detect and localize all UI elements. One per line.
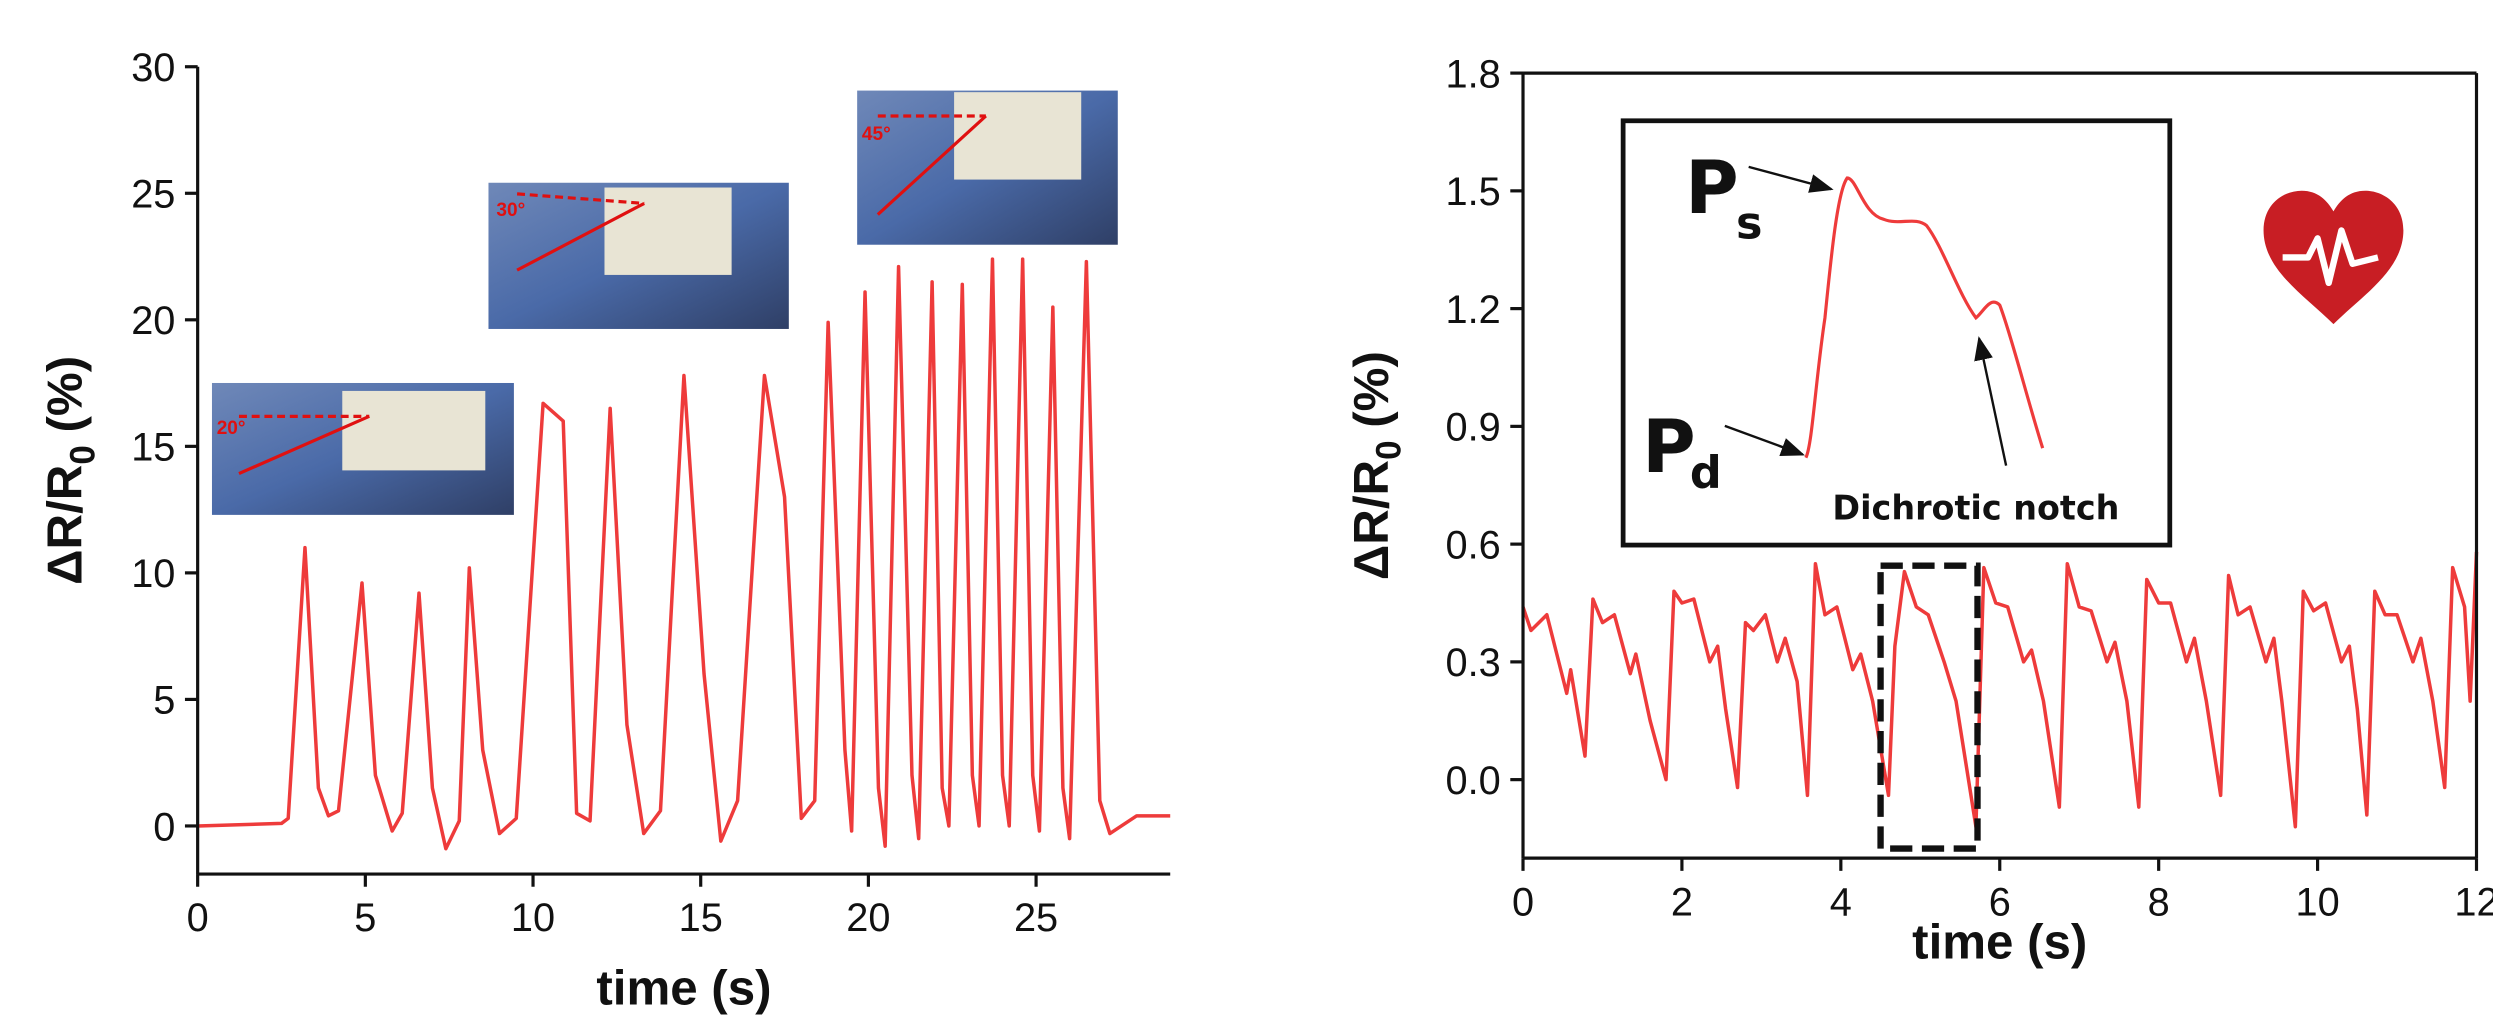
x-tick-label: 10 (2295, 880, 2339, 924)
annotation: d (1690, 448, 1722, 499)
x-tick-label: 2 (1671, 880, 1693, 924)
angle-line (516, 202, 645, 272)
y-tick-label: 15 (131, 426, 175, 470)
y-tick-label: 0.0 (1446, 759, 1501, 803)
annotation: P (1642, 405, 1696, 490)
y-axis-title-part: (%) (1344, 351, 1399, 428)
x-tick-label: 4 (1830, 880, 1852, 924)
y-tick-label: 10 (131, 552, 175, 596)
angle-line (238, 414, 370, 476)
x-tick-label: 10 (511, 896, 555, 940)
zoom-box (1877, 562, 1981, 852)
x-tick-label: 25 (1014, 896, 1058, 940)
annotation: P (1685, 146, 1739, 231)
y-tick-label: 25 (131, 173, 175, 217)
x-tick-label: 20 (846, 896, 890, 940)
angle-line (516, 192, 645, 205)
y-tick-label: 0 (153, 805, 175, 849)
inset-frame (1620, 118, 2173, 548)
photo-detail (342, 390, 486, 471)
y-axis-title: ΔR/R0 (%) (38, 356, 103, 585)
annotation: Dichrotic notch (1832, 489, 2119, 528)
y-tick-label: 1.8 (1446, 52, 1501, 96)
y-axis-title-part: ΔR/R (38, 465, 93, 585)
y-tick-label: 0.6 (1446, 523, 1501, 567)
y-axis-title-sub: 0 (1370, 440, 1409, 459)
heart-pulse (2282, 227, 2379, 287)
y-axis-title-sub: 0 (63, 445, 102, 464)
y-tick-label: 0.3 (1446, 641, 1501, 685)
photo-detail (954, 92, 1082, 180)
arrow (1724, 424, 1805, 457)
inset-curve (1804, 176, 2045, 459)
x-tick-label: 8 (2148, 880, 2170, 924)
photo-label: 45° (862, 124, 891, 145)
photo-label: 20° (217, 418, 246, 439)
x-axis-title: time (s) (1912, 914, 2087, 969)
y-tick-label: 1.2 (1446, 288, 1501, 332)
x-axis-title: time (s) (596, 960, 771, 1015)
y-tick-label: 30 (131, 46, 175, 90)
photo-insets: 20° 30° 45° (211, 90, 1118, 515)
arrow (1748, 165, 1834, 193)
y-tick-label: 1.5 (1446, 170, 1501, 214)
y-tick-label: 20 (131, 299, 175, 343)
x-tick-label: 15 (679, 896, 723, 940)
x-tick-label: 0 (187, 896, 209, 940)
angle-line (876, 114, 987, 216)
y-axis-title-part: ΔR/R (1344, 460, 1399, 580)
y-tick-label: 5 (153, 679, 175, 723)
data-line (197, 257, 1171, 851)
y-axis-title-part: (%) (38, 356, 93, 433)
x-tick-label: 6 (1989, 880, 2011, 924)
x-tick-label: 12 (2454, 880, 2493, 924)
data-line (1521, 551, 2479, 829)
x-tick-label: 5 (354, 896, 376, 940)
zoom-inset: P s P d Dichrotic notch (1620, 118, 2173, 548)
y-tick-label: 0.9 (1446, 406, 1501, 450)
x-tick-label: 0 (1512, 880, 1534, 924)
y-axis-title: ΔR/R0 (%) (1344, 351, 1409, 580)
heart-icon (2263, 190, 2404, 325)
photo-label: 30° (496, 200, 525, 221)
annotation: s (1736, 198, 1762, 249)
arrow (1974, 336, 2008, 466)
